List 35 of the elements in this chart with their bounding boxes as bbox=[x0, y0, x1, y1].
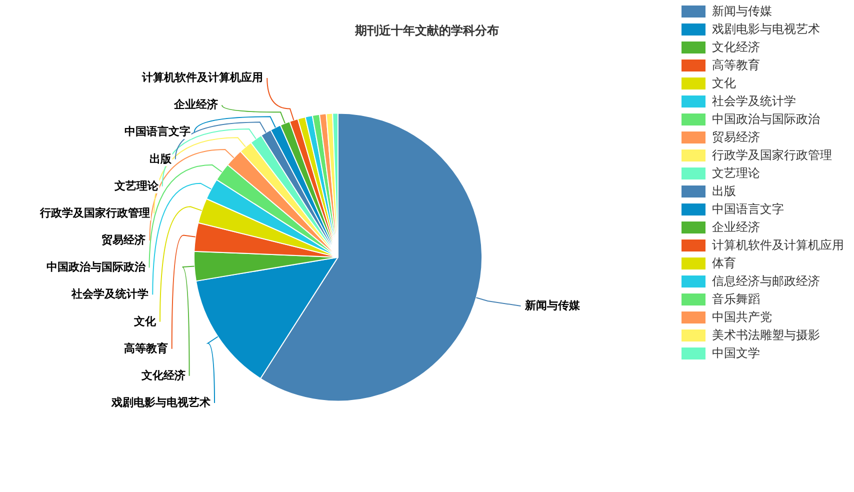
legend-label: 计算机软件及计算机应用 bbox=[712, 238, 844, 252]
legend-label: 高等教育 bbox=[712, 58, 760, 72]
legend-label: 企业经济 bbox=[712, 220, 760, 234]
legend-label: 中国语言文字 bbox=[712, 202, 784, 216]
legend-label: 中国政治与国际政治 bbox=[712, 112, 820, 126]
slice-label: 社会学及统计学 bbox=[70, 288, 149, 301]
slice-label: 计算机软件及计算机应用 bbox=[141, 71, 264, 84]
legend-label: 信息经济与邮政经济 bbox=[712, 274, 820, 288]
legend-label: 出版 bbox=[712, 184, 736, 198]
legend-label: 文化经济 bbox=[712, 40, 760, 54]
slice-label: 贸易经济 bbox=[102, 234, 146, 247]
legend-label: 社会学及统计学 bbox=[712, 94, 796, 108]
slice-label: 新闻与传媒 bbox=[524, 299, 581, 312]
slice-label: 文化经济 bbox=[140, 368, 186, 382]
legend-label: 戏剧电影与电视艺术 bbox=[712, 22, 820, 36]
legend-label: 文艺理论 bbox=[712, 166, 760, 180]
slice-label: 出版 bbox=[149, 152, 172, 166]
legend-label: 新闻与传媒 bbox=[712, 4, 772, 18]
slice-label: 文化 bbox=[132, 314, 157, 328]
legend-label: 美术书法雕塑与摄影 bbox=[712, 328, 820, 342]
slice-label: 中国语言文字 bbox=[124, 125, 190, 138]
slice-label: 文艺理论 bbox=[113, 179, 160, 192]
legend-label: 贸易经济 bbox=[712, 130, 760, 144]
slice-label: 行政学及国家行政管理 bbox=[38, 206, 150, 220]
text: 期刊近十年文献的学科分布 bbox=[354, 24, 499, 38]
slice-label: 企业经济 bbox=[172, 98, 218, 112]
legend-label: 中国文学 bbox=[712, 346, 760, 360]
slice-label: 戏剧电影与电视艺术 bbox=[110, 396, 211, 410]
slice-label: 中国政治与国际政治 bbox=[46, 260, 146, 274]
legend-label: 文化 bbox=[712, 76, 736, 90]
legend-label: 音乐舞蹈 bbox=[712, 292, 760, 306]
legend-label: 中国共产党 bbox=[712, 310, 772, 324]
legend-label: 体育 bbox=[712, 256, 736, 270]
slice-label: 高等教育 bbox=[124, 342, 168, 355]
legend-label: 行政学及国家行政管理 bbox=[712, 148, 832, 162]
